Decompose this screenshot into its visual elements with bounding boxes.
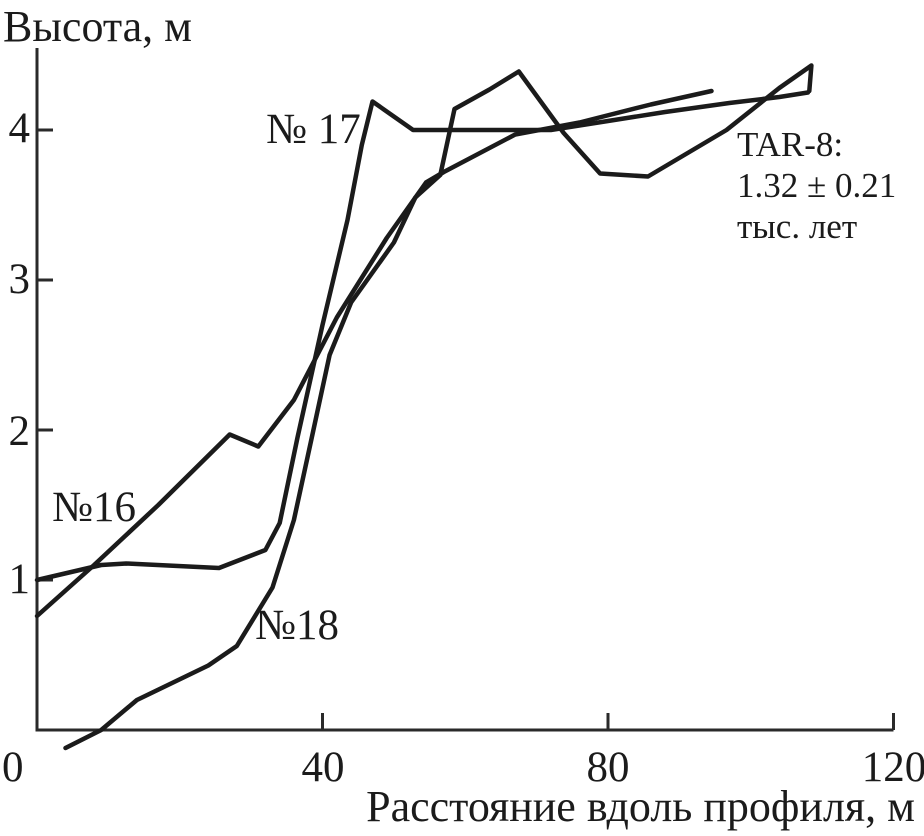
dating-annotation: TAR-8: 1.32 ± 0.21 тыс. лет (737, 124, 896, 247)
series-label-no18: №18 (255, 602, 340, 649)
profile-line-16 (34, 88, 714, 619)
profile-line-17 (34, 90, 811, 583)
x-axis-title: Расстояние вдоль профиля, м (366, 782, 915, 831)
series-label-no17: № 17 (266, 106, 361, 153)
dating-annotation-line1: TAR-8: (737, 125, 844, 164)
y-tick-label-2: 2 (8, 408, 31, 455)
x-tick-label-120: 120 (861, 744, 924, 791)
y-tick-label-1: 1 (8, 556, 31, 603)
dating-annotation-line2: 1.32 ± 0.21 (737, 166, 897, 205)
y-axis-title: Высота, м (3, 2, 192, 51)
y-tick-label-4: 4 (8, 105, 31, 152)
x-tick-label-0: 0 (2, 744, 24, 791)
series-label-no16: №16 (52, 484, 137, 531)
x-tick-label-80: 80 (586, 744, 630, 791)
dating-annotation-line3: тыс. лет (737, 207, 858, 246)
x-tick-label-40: 40 (301, 744, 345, 791)
profile-line-18 (63, 63, 814, 751)
y-tick-label-3: 3 (8, 256, 31, 303)
